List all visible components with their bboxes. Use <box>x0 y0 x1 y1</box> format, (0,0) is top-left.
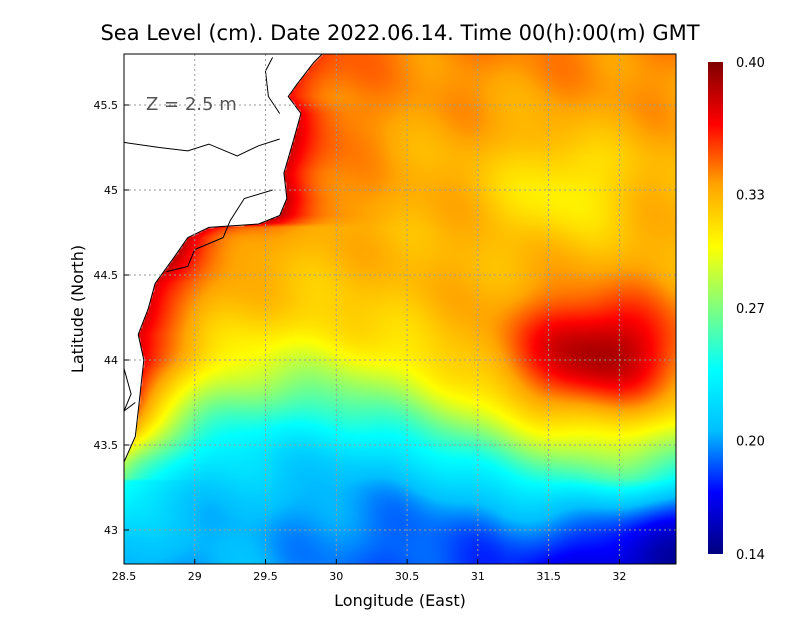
colorbar-tick-label: 0.14 <box>736 548 765 563</box>
y-tick-label: 45 <box>104 184 118 197</box>
shoreline-detail <box>166 189 273 273</box>
y-tick-label: 44 <box>104 354 118 367</box>
colorbar-ramp <box>708 62 723 554</box>
y-axis: 43 43.5 44 44.5 45 45.5 <box>94 99 129 537</box>
x-tick-label: 29 <box>188 570 202 583</box>
plot-frame <box>123 53 677 565</box>
x-tick-label: 29.5 <box>253 570 278 583</box>
land-mask <box>124 54 323 480</box>
x-tick-label: 30 <box>329 570 343 583</box>
shoreline-detail <box>124 402 136 412</box>
x-tick-label: 28.5 <box>112 570 137 583</box>
y-tick-label: 43.5 <box>94 439 119 452</box>
y-tick-label: 45.5 <box>94 99 119 112</box>
coastline <box>124 54 323 480</box>
depth-annotation: Z = 2.5 m <box>146 94 237 115</box>
y-tick-label: 43 <box>104 524 118 537</box>
colorbar: 0.40 0.33 0.27 0.20 0.14 <box>708 56 765 563</box>
y-tick-label: 44.5 <box>94 269 119 282</box>
colorbar-tick-label: 0.27 <box>736 302 765 317</box>
shoreline-detail <box>124 138 280 157</box>
x-tick-label: 30.5 <box>395 570 420 583</box>
plot-area <box>124 54 676 564</box>
colorbar-tick-label: 0.20 <box>736 434 765 449</box>
x-tick-label: 31 <box>471 570 485 583</box>
x-tick-label: 31.5 <box>536 570 561 583</box>
x-tick-label: 32 <box>612 570 626 583</box>
shoreline-detail <box>124 368 132 412</box>
grid-lines <box>124 54 676 564</box>
colorbar-labels: 0.40 0.33 0.27 0.20 0.14 <box>736 56 765 563</box>
chart-title: Sea Level (cm). Date 2022.06.14. Time 00… <box>100 21 699 45</box>
y-axis-label: Latitude (North) <box>68 245 87 373</box>
colorbar-tick-label: 0.33 <box>736 188 765 203</box>
colorbar-tick-label: 0.40 <box>736 56 765 71</box>
x-axis: 28.5 29 29.5 30 30.5 31 31.5 32 <box>112 559 626 583</box>
x-axis-label: Longitude (East) <box>334 591 466 610</box>
